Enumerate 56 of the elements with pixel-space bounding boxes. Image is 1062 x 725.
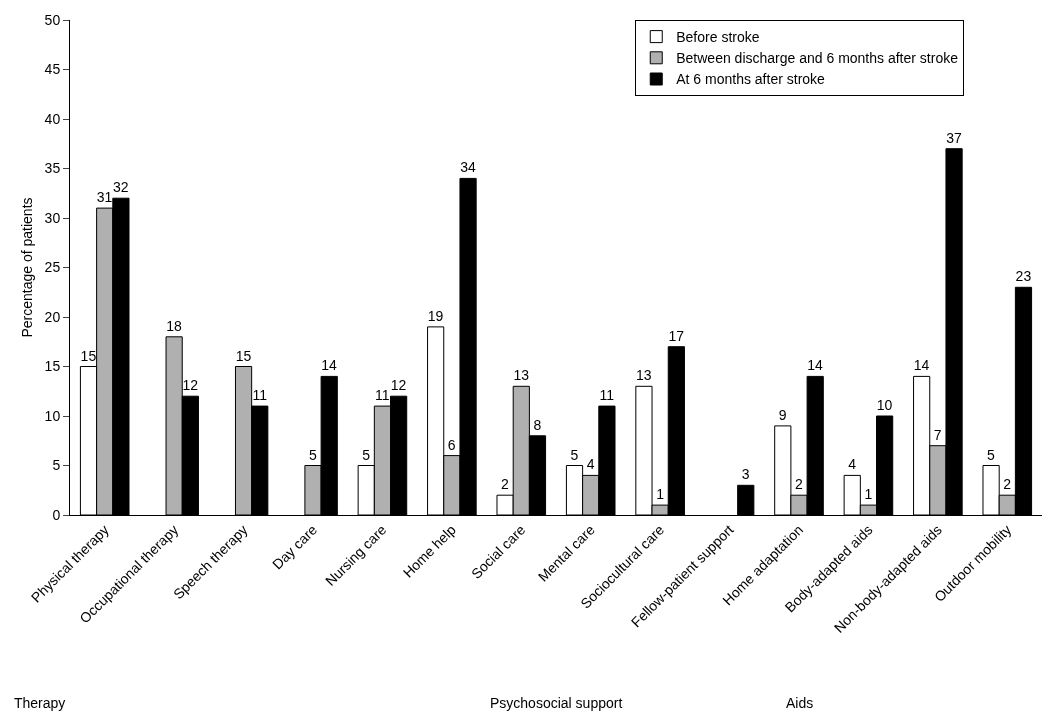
data-label: 8 bbox=[533, 416, 542, 433]
legend-label: At 6 months after stroke bbox=[676, 71, 826, 88]
data-label: 37 bbox=[946, 129, 962, 146]
data-label: 5 bbox=[570, 446, 579, 463]
y-tick-label: 20 bbox=[44, 308, 61, 325]
legend-label: Between discharge and 6 months after stroke bbox=[676, 50, 959, 67]
data-label: 15 bbox=[235, 347, 252, 364]
data-label: 11 bbox=[599, 387, 615, 404]
y-tick-label: 40 bbox=[44, 110, 61, 127]
data-label: 6 bbox=[447, 436, 456, 453]
data-label: 12 bbox=[182, 377, 199, 394]
text: Aids bbox=[786, 695, 814, 711]
data-label: 4 bbox=[848, 456, 857, 473]
data-label: 13 bbox=[636, 367, 652, 384]
data-label: 14 bbox=[807, 357, 824, 374]
y-tick-label: 35 bbox=[44, 160, 61, 177]
data-label: 34 bbox=[460, 159, 476, 176]
data-label: 18 bbox=[166, 317, 183, 334]
data-label: 32 bbox=[113, 179, 129, 196]
data-label: 3 bbox=[741, 466, 750, 483]
y-tick-label: 30 bbox=[44, 209, 61, 226]
data-label: 23 bbox=[1015, 268, 1032, 285]
data-label: 2 bbox=[1003, 476, 1012, 493]
data-label: 1 bbox=[864, 486, 873, 503]
data-label: 11 bbox=[252, 387, 268, 404]
y-tick-label: 50 bbox=[44, 11, 61, 28]
text: Therapy bbox=[14, 695, 66, 711]
data-label: 5 bbox=[362, 446, 371, 463]
data-label: 5 bbox=[987, 446, 996, 463]
data-label: 2 bbox=[795, 476, 803, 493]
y-tick-label: 45 bbox=[44, 61, 61, 78]
data-label: 13 bbox=[513, 367, 530, 384]
y-tick-label: 25 bbox=[44, 259, 61, 276]
data-label: 2 bbox=[501, 476, 510, 493]
data-label: 12 bbox=[390, 377, 407, 394]
y-tick-label: 15 bbox=[44, 358, 61, 375]
y-tick-label: 10 bbox=[44, 407, 61, 424]
x-tick-label: Day care bbox=[269, 521, 321, 573]
data-label: 11 bbox=[375, 387, 390, 404]
y-tick-label: 0 bbox=[52, 506, 61, 523]
data-label: 5 bbox=[309, 446, 317, 463]
data-label: 15 bbox=[80, 347, 97, 364]
data-label: 9 bbox=[778, 406, 787, 423]
data-label: 31 bbox=[96, 189, 113, 206]
y-tick-label: 5 bbox=[52, 457, 61, 474]
data-label: 10 bbox=[876, 397, 893, 413]
data-label: 7 bbox=[933, 426, 942, 443]
legend-label: Before stroke bbox=[676, 29, 760, 46]
data-label: 1 bbox=[656, 486, 665, 503]
y-axis-title: Percentage of patients bbox=[19, 197, 35, 338]
data-label: 14 bbox=[321, 357, 338, 374]
data-label: 14 bbox=[913, 357, 930, 374]
text: Psychosocial support bbox=[490, 695, 623, 711]
data-label: 17 bbox=[668, 327, 685, 344]
data-label: 4 bbox=[586, 456, 595, 473]
data-label: 19 bbox=[427, 307, 444, 324]
